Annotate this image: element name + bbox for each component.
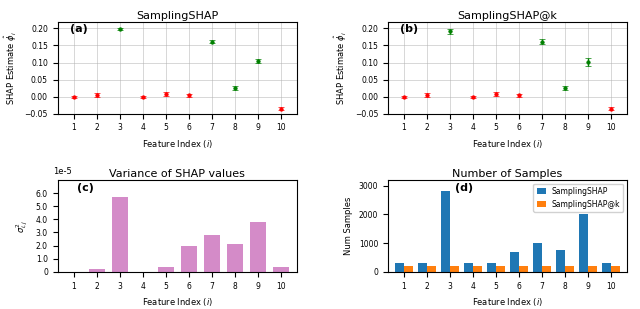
X-axis label: Feature Index ($i$): Feature Index ($i$) xyxy=(472,296,543,308)
Bar xyxy=(510,252,519,272)
Bar xyxy=(204,235,220,272)
Bar xyxy=(464,263,473,272)
Bar xyxy=(111,197,128,272)
Bar xyxy=(565,266,574,272)
X-axis label: Feature Index ($i$): Feature Index ($i$) xyxy=(472,138,543,150)
Y-axis label: Num Samples: Num Samples xyxy=(344,197,353,255)
Bar xyxy=(602,263,611,272)
Bar xyxy=(157,267,174,272)
Bar xyxy=(427,266,436,272)
Bar xyxy=(89,269,105,272)
X-axis label: Feature Index ($i$): Feature Index ($i$) xyxy=(142,138,212,150)
Bar xyxy=(450,266,459,272)
Bar xyxy=(396,263,404,272)
Title: Number of Samples: Number of Samples xyxy=(452,169,563,179)
Bar xyxy=(273,267,289,272)
Text: (c): (c) xyxy=(77,183,93,193)
Bar xyxy=(542,266,551,272)
Bar xyxy=(180,246,197,272)
Bar xyxy=(487,263,496,272)
Bar xyxy=(441,191,450,272)
Bar xyxy=(227,244,243,272)
Y-axis label: SHAP Estimate $\hat{\phi}_i$: SHAP Estimate $\hat{\phi}_i$ xyxy=(3,31,19,105)
Title: SamplingSHAP: SamplingSHAP xyxy=(136,11,218,21)
Y-axis label: $\sigma^2_{i,j}$: $\sigma^2_{i,j}$ xyxy=(15,219,30,233)
Text: (b): (b) xyxy=(400,24,418,34)
Bar xyxy=(579,214,588,272)
Bar xyxy=(419,263,427,272)
Bar xyxy=(404,266,413,272)
X-axis label: Feature Index ($i$): Feature Index ($i$) xyxy=(142,296,212,308)
Bar xyxy=(611,266,620,272)
Bar xyxy=(533,243,542,272)
Y-axis label: SHAP Estimate $\hat{\phi}_i$: SHAP Estimate $\hat{\phi}_i$ xyxy=(333,31,349,105)
Bar xyxy=(588,266,597,272)
Bar xyxy=(250,222,266,272)
Text: (d): (d) xyxy=(455,183,473,193)
Bar xyxy=(556,250,565,272)
Text: 1e-5: 1e-5 xyxy=(53,167,72,176)
Title: Variance of SHAP values: Variance of SHAP values xyxy=(109,169,245,179)
Bar xyxy=(496,266,505,272)
Title: SamplingSHAP@k: SamplingSHAP@k xyxy=(458,11,557,21)
Bar xyxy=(519,266,528,272)
Legend: SamplingSHAP, SamplingSHAP@k: SamplingSHAP, SamplingSHAP@k xyxy=(534,184,623,212)
Text: (a): (a) xyxy=(70,24,87,34)
Bar xyxy=(473,266,482,272)
